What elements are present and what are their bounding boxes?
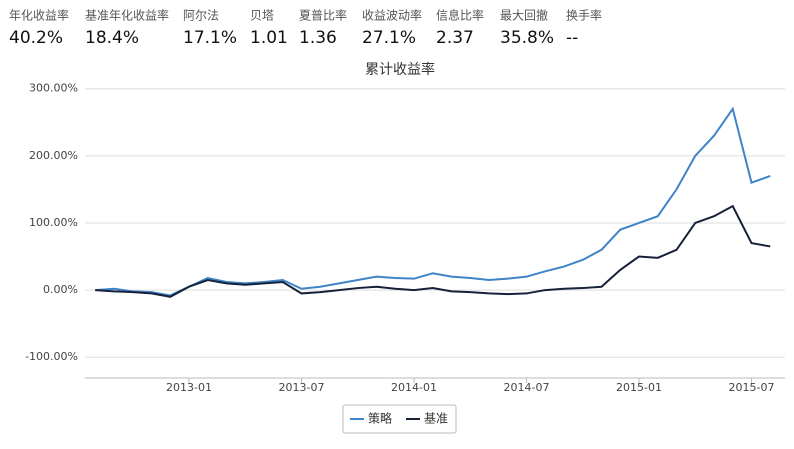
x-tick-label: 2013-01 (166, 381, 212, 394)
series-line (95, 106, 771, 297)
series-line (95, 204, 771, 298)
stat-value: -- (566, 28, 578, 48)
x-tick-label: 2015-01 (616, 381, 662, 394)
legend (342, 404, 457, 434)
y-tick-label: 100.00% (29, 216, 78, 229)
stat-value: 40.2% (9, 28, 63, 48)
y-tick-label: -100.00% (25, 350, 78, 363)
x-tick-label: 2013-07 (279, 381, 325, 394)
x-tick-label: 2015-07 (729, 381, 775, 394)
x-tick-label: 2014-01 (391, 381, 437, 394)
stat-label: 贝塔 (250, 9, 274, 23)
stat-label: 年化收益率 (9, 8, 69, 23)
stat-value: 18.4% (85, 28, 139, 48)
y-tick-label: 200.00% (29, 149, 78, 162)
stat-value: 1.01 (250, 28, 288, 48)
chart-title: 累计收益率 (365, 61, 435, 78)
stat-label: 夏普比率 (299, 8, 347, 23)
stat-value: 1.36 (299, 28, 337, 48)
stat-label: 信息比率 (436, 8, 484, 23)
stat-label: 最大回撤 (500, 8, 548, 23)
stat-value: 17.1% (183, 28, 237, 48)
stat-value: 27.1% (362, 28, 416, 48)
stat-value: 2.37 (436, 28, 474, 48)
stat-label: 换手率 (566, 8, 602, 23)
stat-label: 基准年化收益率 (85, 8, 169, 23)
y-tick-label: 0.00% (43, 283, 78, 296)
stat-value: 35.8% (500, 28, 554, 48)
legend-label: 策略 (368, 411, 392, 426)
x-tick-label: 2014-07 (504, 381, 550, 394)
stat-label: 阿尔法 (183, 8, 219, 23)
y-tick-label: 300.00% (29, 82, 78, 95)
legend-label: 基准 (424, 412, 448, 426)
stat-label: 收益波动率 (362, 8, 422, 23)
